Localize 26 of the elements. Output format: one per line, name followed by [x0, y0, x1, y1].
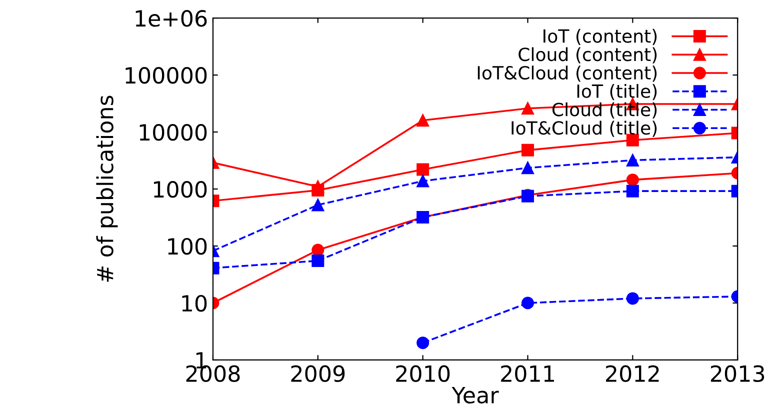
- x-tick-label: 2011: [501, 365, 554, 382]
- point: [416, 114, 430, 127]
- y-tick-label: 10: [182, 294, 207, 312]
- x-tick-label: 2010: [396, 365, 450, 382]
- point: [416, 336, 430, 350]
- legend-label: Cloud (content): [518, 47, 657, 64]
- x-tick-label: 2009: [291, 365, 345, 382]
- y-tick-label: 1000: [154, 180, 207, 198]
- y-tick-label: 100: [168, 238, 207, 255]
- y-tick-label: 10000: [140, 124, 207, 141]
- legend-label: IoT (content): [544, 28, 657, 45]
- legend-label: IoT&Cloud (content): [478, 66, 657, 82]
- legend-label: IoT&Cloud (title): [512, 120, 657, 137]
- x-axis-title: Year: [452, 387, 499, 404]
- y-tick-label: 1e+06: [136, 10, 207, 27]
- x-tick-label: 2013: [710, 365, 764, 382]
- point: [521, 296, 534, 310]
- y-axis-title: # of publications: [96, 96, 118, 282]
- point: [521, 144, 534, 156]
- point: [521, 162, 534, 174]
- x-tick-label: 2012: [606, 365, 659, 382]
- point: [416, 174, 430, 188]
- point: [521, 102, 534, 115]
- legend-label: IoT (title): [577, 84, 657, 100]
- y-tick-label: 100000: [126, 66, 207, 84]
- point: [416, 163, 430, 176]
